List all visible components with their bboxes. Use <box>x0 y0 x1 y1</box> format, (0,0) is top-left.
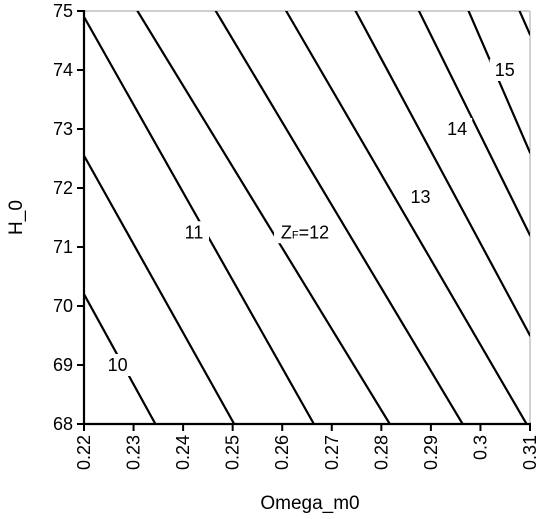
x-tick-label: 0.28 <box>371 435 391 470</box>
x-tick-label: 0.22 <box>74 435 94 470</box>
contour-label-mask <box>274 221 337 244</box>
x-tick-label: 0.24 <box>173 435 193 470</box>
contour-line-7 <box>354 11 530 337</box>
contour-line-8 <box>417 11 530 237</box>
contour-line-6 <box>285 11 528 424</box>
y-tick-label: 74 <box>53 60 73 80</box>
contour-label-mask <box>179 221 210 244</box>
contour-line-10 <box>518 11 530 36</box>
y-tick-label: 69 <box>53 355 73 375</box>
x-tick-label: 0.3 <box>470 435 490 460</box>
contour-line-4 <box>136 11 391 424</box>
contour-line-9 <box>467 11 530 154</box>
y-tick-label: 70 <box>53 296 73 316</box>
y-axis-title: H_0 <box>6 200 27 235</box>
contour-label-mask <box>405 185 436 208</box>
contour-line-2 <box>84 154 236 424</box>
contour-label-mask <box>102 354 133 376</box>
contour-label-mask <box>442 118 473 140</box>
contour-label-15: 15 <box>495 60 515 80</box>
contour-label-13: 13 <box>410 187 430 207</box>
contour-label-11: 11 <box>185 222 204 242</box>
x-tick-label: 0.25 <box>223 435 243 470</box>
y-tick-label: 75 <box>53 1 73 21</box>
x-tick-label: 0.23 <box>124 435 144 470</box>
plot-frame <box>84 10 531 424</box>
y-tick-label: 73 <box>53 119 73 139</box>
x-axis-title: Omega_m0 <box>260 493 359 514</box>
contour-line-5 <box>214 11 464 424</box>
contour-label-10: 10 <box>108 355 128 375</box>
x-tick-label: 0.27 <box>322 435 342 470</box>
y-tick-label: 72 <box>53 178 73 198</box>
axes: 68 69 70 71 72 73 74 75 0.22 0.23 0.24 0.25 0.26 0.27… <box>53 1 540 470</box>
contour-labels: 10 11 ZF=12 13 14 15 <box>102 59 520 376</box>
contour-label-14: 14 <box>447 119 467 139</box>
contour-line-3 <box>84 15 315 424</box>
y-tick-label: 68 <box>53 414 73 434</box>
contour-label-12: ZF=12 <box>281 222 329 242</box>
x-tick-label: 0.31 <box>520 435 540 470</box>
x-tick-label: 0.26 <box>272 435 292 470</box>
contour-label-mask <box>489 59 520 81</box>
y-tick-label: 71 <box>53 237 73 257</box>
contour-lines <box>84 11 530 424</box>
x-tick-label: 0.29 <box>421 435 441 470</box>
